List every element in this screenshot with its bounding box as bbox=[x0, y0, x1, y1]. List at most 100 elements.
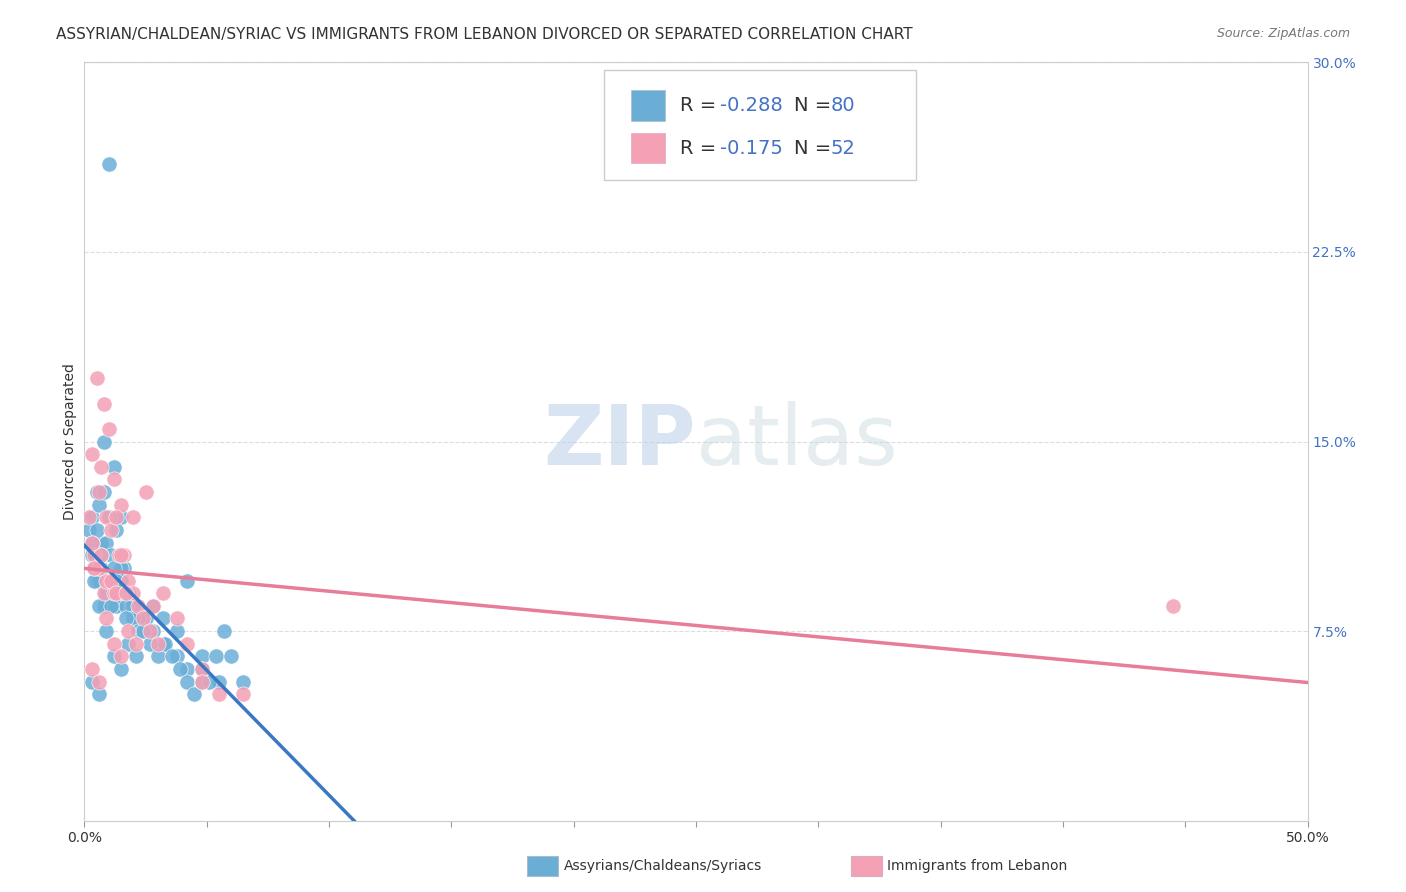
Point bbox=[77, 523, 100, 537]
Point bbox=[166, 624, 188, 639]
Point bbox=[112, 561, 135, 575]
Point bbox=[80, 548, 103, 563]
Point bbox=[90, 561, 112, 575]
Text: R =: R = bbox=[681, 138, 723, 158]
Point bbox=[117, 637, 139, 651]
Point bbox=[87, 674, 110, 689]
Point bbox=[80, 535, 103, 549]
Point bbox=[97, 574, 120, 588]
Point bbox=[191, 649, 214, 664]
Text: atlas: atlas bbox=[696, 401, 897, 482]
Point bbox=[90, 535, 112, 549]
FancyBboxPatch shape bbox=[605, 70, 917, 180]
Bar bbox=[631, 133, 665, 163]
Point bbox=[103, 561, 125, 575]
Point bbox=[122, 599, 145, 613]
Point bbox=[80, 674, 103, 689]
Point bbox=[103, 459, 125, 474]
Point bbox=[97, 422, 120, 436]
Point bbox=[166, 611, 188, 625]
Point bbox=[117, 586, 139, 600]
Text: 80: 80 bbox=[831, 96, 855, 115]
Point bbox=[166, 649, 188, 664]
Point bbox=[122, 586, 145, 600]
Point bbox=[219, 649, 242, 664]
Point bbox=[83, 548, 105, 563]
Text: N =: N = bbox=[794, 138, 838, 158]
Point bbox=[80, 447, 103, 461]
Point bbox=[112, 548, 135, 563]
Point bbox=[83, 561, 105, 575]
Point bbox=[105, 523, 128, 537]
Point bbox=[100, 574, 122, 588]
Point bbox=[169, 662, 191, 676]
Point bbox=[176, 574, 198, 588]
Point bbox=[135, 485, 157, 500]
Point bbox=[80, 662, 103, 676]
Point bbox=[97, 510, 120, 524]
Point bbox=[110, 662, 132, 676]
Point bbox=[87, 599, 110, 613]
Point bbox=[105, 586, 128, 600]
Point bbox=[127, 611, 149, 625]
Point bbox=[127, 599, 149, 613]
Text: R =: R = bbox=[681, 96, 723, 115]
Point bbox=[87, 485, 110, 500]
Text: N =: N = bbox=[794, 96, 838, 115]
Point bbox=[132, 611, 155, 625]
Point bbox=[139, 637, 162, 651]
Point bbox=[122, 611, 145, 625]
Point bbox=[96, 624, 118, 639]
Point bbox=[162, 649, 184, 664]
Point bbox=[110, 510, 132, 524]
Point bbox=[107, 574, 129, 588]
Text: ZIP: ZIP bbox=[544, 401, 696, 482]
Point bbox=[152, 637, 174, 651]
Point bbox=[110, 649, 132, 664]
Point bbox=[93, 434, 115, 449]
Point bbox=[115, 586, 138, 600]
Point bbox=[110, 574, 132, 588]
Point bbox=[110, 498, 132, 512]
Point bbox=[125, 649, 148, 664]
Point bbox=[86, 574, 108, 588]
Point bbox=[115, 611, 138, 625]
Point bbox=[87, 561, 110, 575]
Point bbox=[103, 649, 125, 664]
Point bbox=[86, 523, 108, 537]
Point bbox=[96, 535, 118, 549]
Point bbox=[96, 574, 118, 588]
Text: ASSYRIAN/CHALDEAN/SYRIAC VS IMMIGRANTS FROM LEBANON DIVORCED OR SEPARATED CORREL: ASSYRIAN/CHALDEAN/SYRIAC VS IMMIGRANTS F… bbox=[56, 27, 912, 42]
Point bbox=[117, 574, 139, 588]
Point bbox=[125, 637, 148, 651]
Point bbox=[208, 674, 231, 689]
Text: Assyrians/Chaldeans/Syriacs: Assyrians/Chaldeans/Syriacs bbox=[564, 859, 762, 873]
Point bbox=[96, 586, 118, 600]
Point bbox=[97, 586, 120, 600]
Point bbox=[122, 599, 145, 613]
Point bbox=[232, 687, 254, 701]
Bar bbox=[631, 90, 665, 120]
Point bbox=[176, 674, 198, 689]
Point bbox=[146, 637, 169, 651]
Point bbox=[93, 586, 115, 600]
Point bbox=[96, 586, 118, 600]
Point bbox=[176, 662, 198, 676]
Point bbox=[191, 662, 214, 676]
Point bbox=[100, 599, 122, 613]
Point bbox=[107, 548, 129, 563]
Point bbox=[96, 611, 118, 625]
Point bbox=[117, 624, 139, 639]
Point bbox=[103, 637, 125, 651]
Point bbox=[90, 548, 112, 563]
Point bbox=[139, 624, 162, 639]
Point bbox=[122, 510, 145, 524]
Point bbox=[191, 674, 214, 689]
Y-axis label: Divorced or Separated: Divorced or Separated bbox=[63, 363, 77, 520]
Text: Immigrants from Lebanon: Immigrants from Lebanon bbox=[887, 859, 1067, 873]
Text: 52: 52 bbox=[831, 138, 855, 158]
Point bbox=[83, 561, 105, 575]
Point bbox=[80, 510, 103, 524]
Point bbox=[87, 687, 110, 701]
Point bbox=[100, 523, 122, 537]
